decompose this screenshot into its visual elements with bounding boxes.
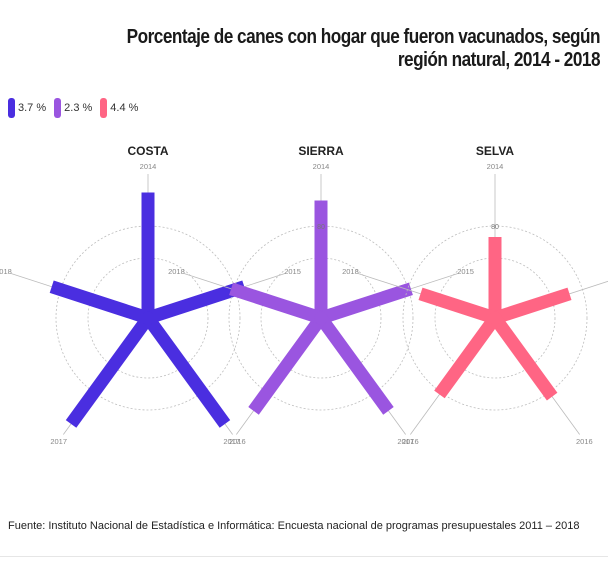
bar-2015[interactable] bbox=[319, 282, 413, 325]
radial-charts: COSTA20142015201620172018 SIERRA20142015… bbox=[0, 144, 608, 446]
bar-2016[interactable] bbox=[489, 314, 558, 401]
legend-swatch bbox=[8, 98, 15, 118]
axis-label: 2018 bbox=[342, 267, 359, 276]
bar-2017[interactable] bbox=[248, 314, 327, 415]
legend: 3.7 % 2.3 % 4.4 % bbox=[8, 98, 138, 118]
bar-2014[interactable] bbox=[141, 192, 155, 319]
chart-title: Porcentaje de canes con hogar que fueron… bbox=[126, 26, 601, 71]
legend-label: 3.7 % bbox=[18, 102, 47, 114]
grid-ring bbox=[87, 257, 209, 379]
axis-label: 2016 bbox=[229, 437, 246, 446]
bar-2018[interactable] bbox=[49, 280, 151, 325]
center-hub bbox=[314, 311, 328, 325]
axis-label: 2016 bbox=[402, 437, 419, 446]
legend-item-costa[interactable]: 3.7 % bbox=[8, 98, 46, 118]
center-hub bbox=[141, 311, 155, 325]
chart-panel-title: COSTA bbox=[127, 144, 168, 158]
legend-item-selva[interactable]: 4.4 % bbox=[100, 98, 138, 118]
center-hub bbox=[488, 311, 502, 325]
bar-2015[interactable] bbox=[146, 280, 247, 325]
tick-label: 80 bbox=[317, 224, 325, 231]
axis-label: 2017 bbox=[397, 437, 414, 446]
axis-label: 2018 bbox=[0, 267, 12, 276]
legend-swatch bbox=[54, 98, 62, 118]
axis-label: 2017 bbox=[223, 437, 240, 446]
bar-2014[interactable] bbox=[314, 200, 328, 319]
grid-ring bbox=[260, 257, 382, 379]
axis-label: 2018 bbox=[168, 267, 185, 276]
axis-label: 2017 bbox=[50, 437, 67, 446]
bar-2016[interactable] bbox=[315, 314, 394, 415]
divider bbox=[0, 556, 608, 557]
bar-2018[interactable] bbox=[418, 287, 498, 325]
chart-panel-title: SELVA bbox=[476, 144, 515, 158]
axis-label: 2014 bbox=[487, 162, 504, 171]
axis-label: 2014 bbox=[313, 162, 330, 171]
source-note: Fuente: Instituto Nacional de Estadístic… bbox=[8, 520, 580, 532]
bar-2017[interactable] bbox=[434, 314, 501, 399]
bar-2018[interactable] bbox=[229, 282, 323, 325]
chart-selva: SELVA2014201520162017201880 bbox=[342, 144, 608, 446]
axis-label: 2016 bbox=[576, 437, 593, 446]
chart-costa: COSTA20142015201620172018 bbox=[0, 144, 301, 446]
legend-swatch bbox=[100, 98, 108, 118]
axis-label: 2015 bbox=[457, 267, 474, 276]
axis-label: 2014 bbox=[140, 162, 157, 171]
bar-2015[interactable] bbox=[493, 287, 572, 325]
axis-label: 2015 bbox=[284, 267, 301, 276]
bar-2016[interactable] bbox=[142, 314, 231, 428]
bar-2017[interactable] bbox=[65, 314, 154, 428]
chart-panel-title: SIERRA bbox=[298, 144, 344, 158]
legend-label: 4.4 % bbox=[110, 102, 139, 114]
tick-label: 80 bbox=[491, 224, 499, 231]
bar-2014[interactable] bbox=[488, 237, 502, 318]
legend-label: 2.3 % bbox=[64, 102, 93, 114]
legend-item-sierra[interactable]: 2.3 % bbox=[54, 98, 92, 118]
grid-ring bbox=[434, 257, 556, 379]
